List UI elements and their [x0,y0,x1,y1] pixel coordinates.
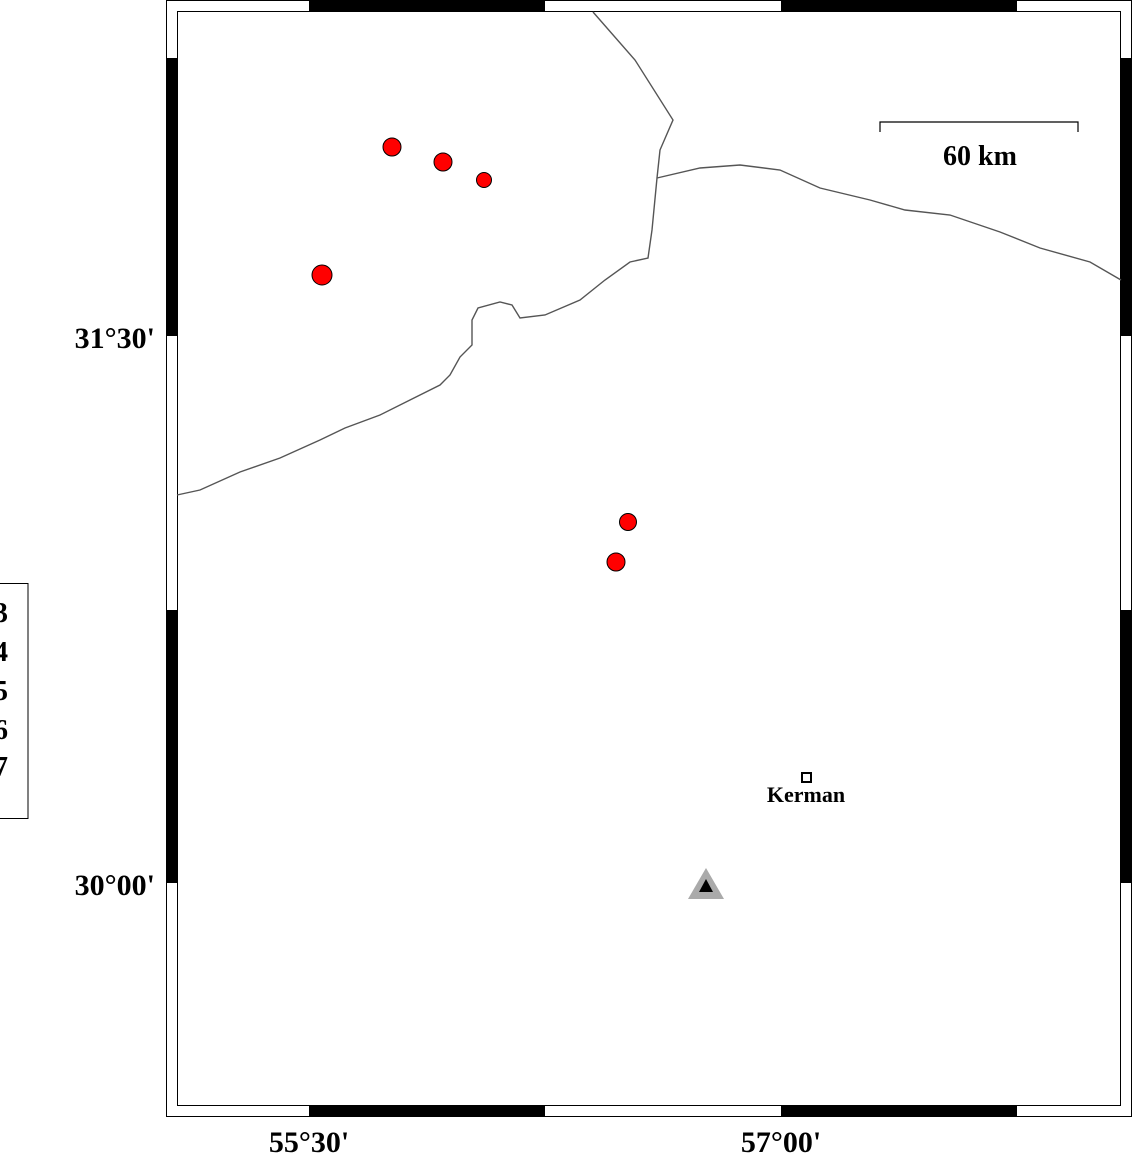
city-marker [801,772,812,783]
event [433,152,453,172]
legend-label: 3 [0,598,8,629]
event [382,137,402,157]
outer-frame [166,0,1132,1117]
province-borders [176,11,1122,496]
inner-frame [177,11,1121,1106]
event-markers [311,137,637,572]
scale-bar [879,121,1079,132]
y-tick-label: 30°00' [75,869,155,902]
y-tick-label: 31°30' [75,322,155,355]
event [311,264,333,286]
event [476,172,492,188]
city-label: Kerman [767,782,845,807]
legend-label: 7 [0,752,8,783]
legend-label: 5 [0,676,8,707]
event [619,513,637,531]
x-tick-label: 55°30' [269,1126,349,1155]
legend-label: 6 [0,715,8,746]
frame-ticks [167,1,1131,1116]
event [606,552,626,572]
legend-label: 4 [0,637,8,668]
station [699,879,713,892]
legend-box [0,583,29,819]
scale-label: 60 km [943,141,1017,172]
x-tick-label: 57°00' [741,1126,821,1155]
